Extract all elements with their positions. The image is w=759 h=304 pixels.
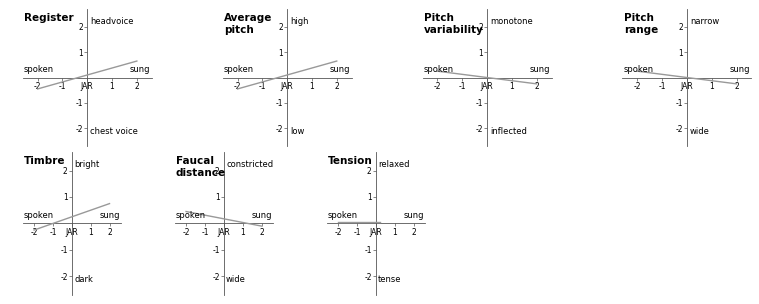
Text: chest voice: chest voice bbox=[90, 127, 138, 136]
Text: dark: dark bbox=[74, 275, 93, 284]
Text: sung: sung bbox=[729, 65, 750, 74]
Text: Average
pitch: Average pitch bbox=[224, 13, 272, 35]
Text: monotone: monotone bbox=[490, 17, 533, 26]
Text: relaxed: relaxed bbox=[378, 160, 410, 169]
Text: inflected: inflected bbox=[490, 127, 527, 136]
Text: spoken: spoken bbox=[176, 211, 206, 220]
Text: Register: Register bbox=[24, 13, 74, 23]
Text: Pitch
variability: Pitch variability bbox=[424, 13, 483, 35]
Text: constricted: constricted bbox=[226, 160, 273, 169]
Text: low: low bbox=[290, 127, 304, 136]
Text: Pitch
range: Pitch range bbox=[624, 13, 658, 35]
Text: sung: sung bbox=[130, 65, 150, 74]
Text: sung: sung bbox=[403, 211, 424, 220]
Text: Faucal
distance: Faucal distance bbox=[176, 156, 226, 178]
Text: sung: sung bbox=[251, 211, 272, 220]
Text: Tension: Tension bbox=[328, 156, 373, 166]
Text: sung: sung bbox=[99, 211, 120, 220]
Text: high: high bbox=[290, 17, 309, 26]
Text: spoken: spoken bbox=[24, 211, 54, 220]
Text: sung: sung bbox=[330, 65, 351, 74]
Text: narrow: narrow bbox=[690, 17, 720, 26]
Text: sung: sung bbox=[530, 65, 550, 74]
Text: wide: wide bbox=[226, 275, 246, 284]
Text: spoken: spoken bbox=[24, 65, 54, 74]
Text: headvoice: headvoice bbox=[90, 17, 134, 26]
Text: tense: tense bbox=[378, 275, 402, 284]
Text: spoken: spoken bbox=[624, 65, 653, 74]
Text: bright: bright bbox=[74, 160, 99, 169]
Text: spoken: spoken bbox=[328, 211, 357, 220]
Text: spoken: spoken bbox=[424, 65, 454, 74]
Text: wide: wide bbox=[690, 127, 710, 136]
Text: spoken: spoken bbox=[224, 65, 254, 74]
Text: Timbre: Timbre bbox=[24, 156, 65, 166]
